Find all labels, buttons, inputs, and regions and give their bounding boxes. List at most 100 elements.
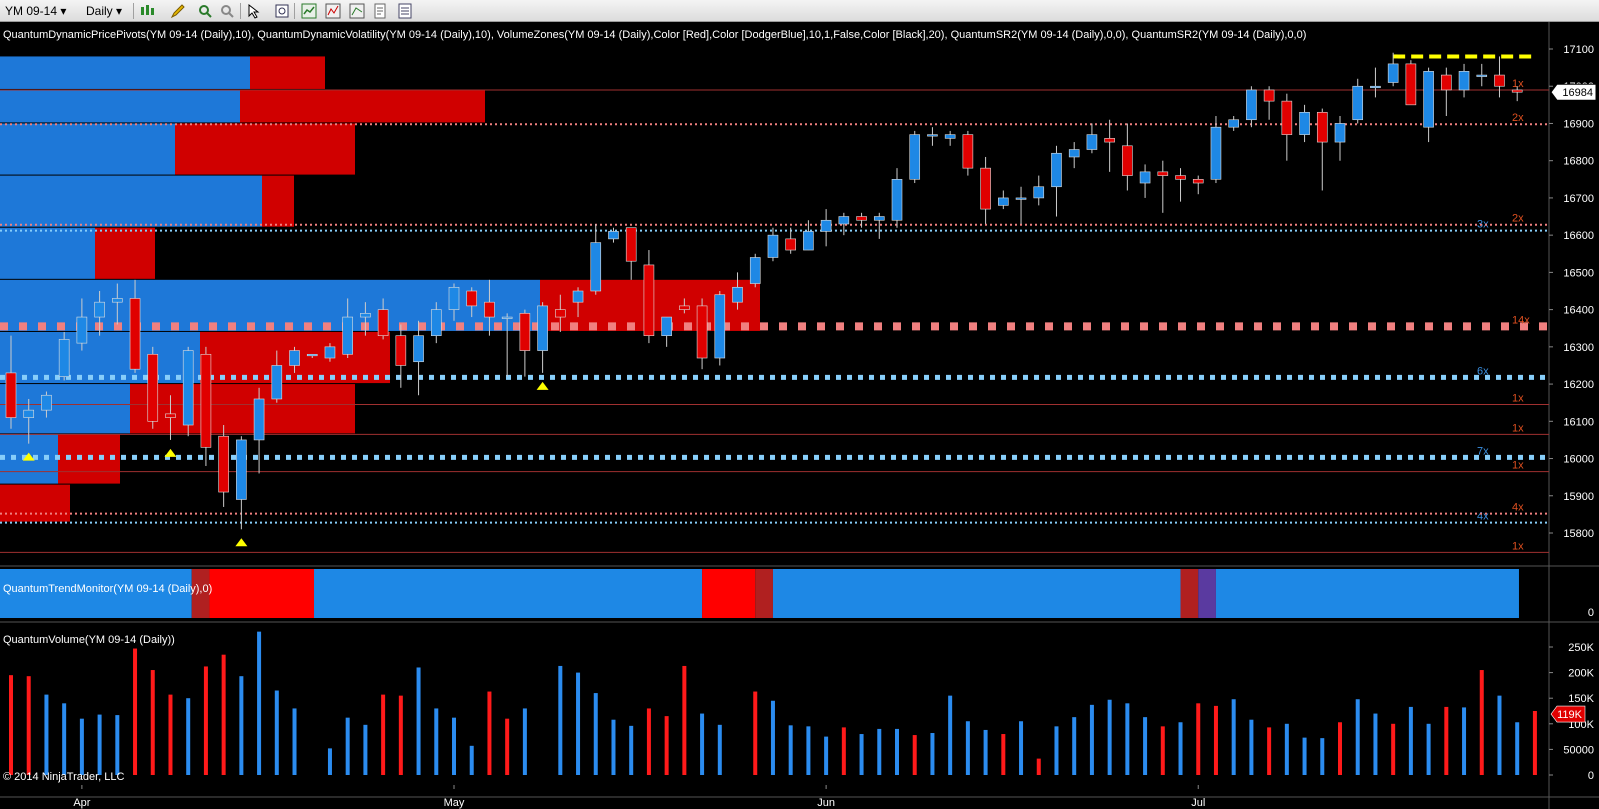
- candle-body[interactable]: [182, 350, 194, 426]
- strategies-icon[interactable]: [349, 3, 365, 19]
- candle-body[interactable]: [1405, 63, 1417, 106]
- candle-body[interactable]: [306, 353, 318, 357]
- candle-body[interactable]: [430, 309, 442, 336]
- candle-body[interactable]: [962, 134, 974, 169]
- volume-bar[interactable]: [576, 672, 581, 775]
- candle-body[interactable]: [360, 313, 371, 318]
- candle-body[interactable]: [324, 346, 336, 359]
- volume-bar[interactable]: [487, 691, 492, 775]
- volume-bar[interactable]: [44, 694, 49, 775]
- volume-bar[interactable]: [1231, 699, 1236, 775]
- candle-body[interactable]: [5, 372, 17, 418]
- candle-body[interactable]: [679, 305, 690, 310]
- candle-body[interactable]: [1033, 186, 1045, 199]
- volume-bar[interactable]: [1532, 711, 1537, 775]
- volume-bar[interactable]: [1302, 737, 1307, 775]
- candle-body[interactable]: [1352, 85, 1364, 121]
- volume-bar[interactable]: [1072, 717, 1077, 775]
- volume-bar[interactable]: [1426, 723, 1431, 775]
- volume-bar[interactable]: [948, 695, 953, 775]
- volume-bar[interactable]: [522, 708, 527, 775]
- volume-bar[interactable]: [753, 691, 758, 775]
- volume-bar[interactable]: [115, 715, 120, 775]
- volume-bar[interactable]: [1249, 719, 1254, 775]
- candle-body[interactable]: [767, 234, 779, 258]
- volume-bar[interactable]: [1001, 734, 1006, 775]
- candle-body[interactable]: [909, 134, 921, 180]
- volume-bar[interactable]: [1019, 721, 1024, 775]
- volume-bar[interactable]: [62, 703, 67, 775]
- volume-bar[interactable]: [611, 719, 616, 775]
- volume-bar[interactable]: [452, 717, 456, 775]
- volume-bar[interactable]: [416, 667, 421, 775]
- candle-body[interactable]: [129, 298, 141, 370]
- candle-body[interactable]: [714, 294, 726, 359]
- volume-bar[interactable]: [1355, 699, 1360, 775]
- candle-body[interactable]: [1370, 85, 1381, 89]
- volume-bar[interactable]: [895, 728, 899, 775]
- volume-bar[interactable]: [345, 717, 350, 775]
- candle-body[interactable]: [785, 238, 796, 251]
- candle-body[interactable]: [236, 439, 247, 500]
- volume-bar[interactable]: [1373, 713, 1378, 775]
- candle-body[interactable]: [803, 231, 814, 251]
- candle-body[interactable]: [41, 394, 52, 411]
- volume-bar[interactable]: [363, 724, 368, 775]
- indicators-icon[interactable]: [325, 3, 341, 19]
- volume-bar[interactable]: [26, 676, 31, 775]
- candle-body[interactable]: [271, 365, 283, 400]
- templates-icon[interactable]: [397, 3, 413, 19]
- candle-body[interactable]: [448, 286, 460, 310]
- candle-body[interactable]: [58, 339, 70, 377]
- volume-bar[interactable]: [150, 670, 155, 775]
- volume-bar[interactable]: [983, 729, 988, 775]
- candle-body[interactable]: [1086, 134, 1098, 150]
- volume-bar[interactable]: [203, 666, 208, 775]
- volume-bar[interactable]: [646, 708, 651, 775]
- candle-body[interactable]: [1316, 111, 1328, 143]
- candle-body[interactable]: [200, 353, 212, 448]
- candle-body[interactable]: [147, 353, 159, 422]
- volume-bar[interactable]: [469, 745, 474, 775]
- candle-body[interactable]: [1015, 197, 1027, 200]
- volume-bar[interactable]: [97, 714, 102, 775]
- candle-body[interactable]: [1246, 89, 1257, 121]
- pencil-icon[interactable]: [170, 3, 186, 19]
- data-box-icon[interactable]: [274, 3, 290, 19]
- volume-bar[interactable]: [1444, 706, 1449, 775]
- candle-body[interactable]: [76, 316, 88, 344]
- volume-bar[interactable]: [505, 718, 510, 775]
- volume-bar[interactable]: [221, 654, 226, 775]
- zoom-in-icon[interactable]: [197, 3, 213, 19]
- volume-bar[interactable]: [398, 695, 403, 775]
- volume-bar[interactable]: [381, 694, 386, 775]
- volume-bar[interactable]: [629, 725, 634, 775]
- volume-bar[interactable]: [1196, 703, 1201, 775]
- volume-bar[interactable]: [1284, 723, 1289, 775]
- candle-body[interactable]: [608, 231, 619, 240]
- candle-body[interactable]: [519, 313, 531, 351]
- volume-bar[interactable]: [1107, 699, 1112, 775]
- volume-bar[interactable]: [239, 676, 244, 775]
- volume-bar[interactable]: [168, 694, 173, 775]
- candle-body[interactable]: [856, 216, 867, 221]
- candle-body[interactable]: [395, 335, 407, 366]
- candle-body[interactable]: [643, 264, 655, 336]
- volume-bar[interactable]: [1054, 726, 1059, 775]
- candle-body[interactable]: [501, 316, 513, 319]
- candle-body[interactable]: [732, 286, 743, 303]
- volume-bar[interactable]: [824, 736, 829, 775]
- volume-bar[interactable]: [257, 631, 262, 775]
- candle-body[interactable]: [1334, 123, 1346, 143]
- volume-bar[interactable]: [434, 708, 439, 775]
- volume-bar[interactable]: [9, 675, 13, 775]
- candle-body[interactable]: [572, 290, 584, 303]
- volume-bar[interactable]: [664, 716, 669, 775]
- volume-bar[interactable]: [930, 733, 935, 775]
- zoom-out-icon[interactable]: [219, 3, 235, 19]
- candle-body[interactable]: [873, 216, 885, 221]
- candle-body[interactable]: [1476, 74, 1488, 77]
- candle-body[interactable]: [377, 309, 389, 336]
- candle-body[interactable]: [218, 435, 229, 493]
- volume-bar[interactable]: [133, 648, 138, 775]
